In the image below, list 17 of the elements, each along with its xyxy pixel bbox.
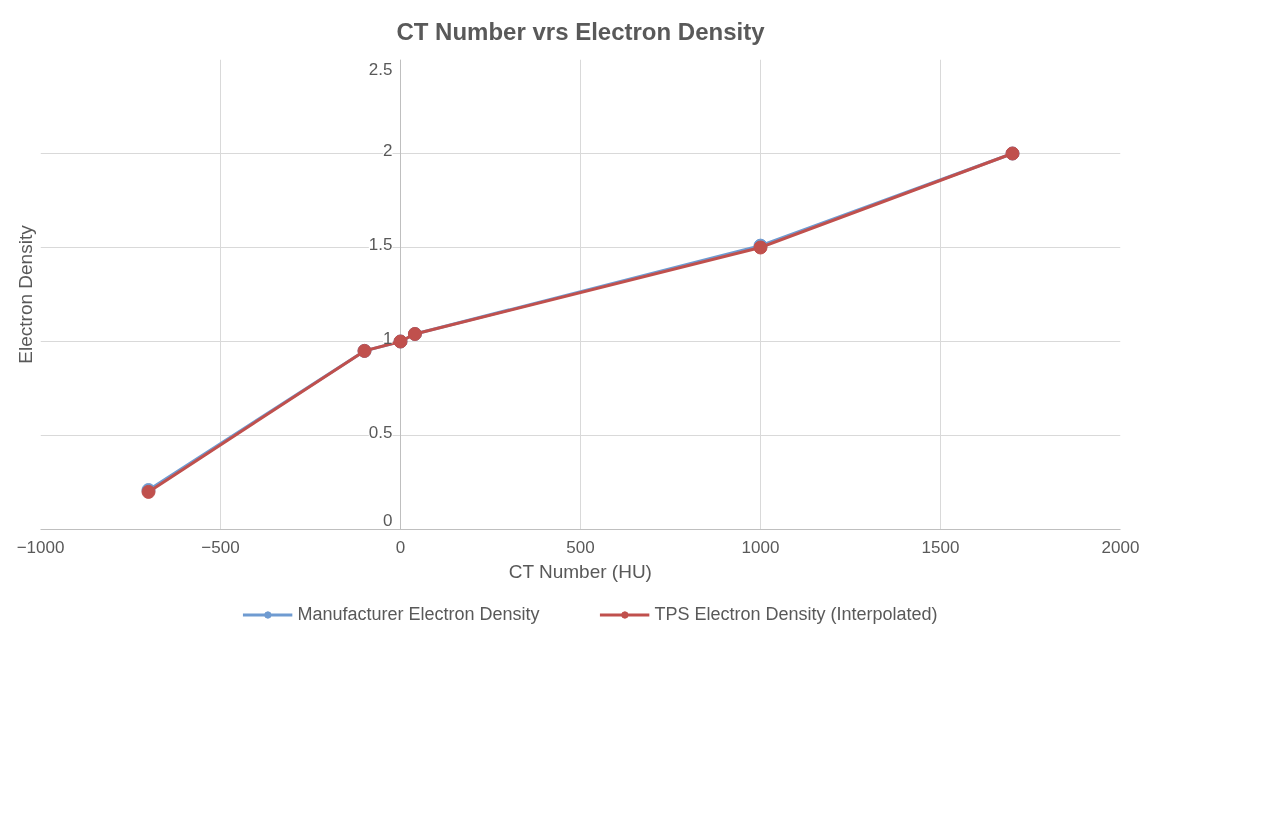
y-tick-label: 1.5: [368, 234, 393, 254]
y-tick-label: 1: [383, 328, 393, 348]
y-tick-label: 0.5: [368, 422, 393, 442]
y-tick-label: 0: [383, 510, 393, 530]
x-tick-label: 1000: [741, 537, 780, 557]
x-tick-label: 500: [566, 537, 595, 557]
legend-label: Manufacturer Electron Density: [297, 603, 540, 625]
x-tick-label: −500: [201, 537, 240, 557]
y-axis-title: Electron Density: [14, 224, 36, 364]
chart-title: CT Number vrs Electron Density: [396, 17, 766, 45]
y-tick-label: 2.5: [368, 59, 393, 79]
x-tick-label: 1500: [921, 537, 960, 557]
legend-label: TPS Electron Density (Interpolated): [654, 603, 938, 625]
x-axis-title: CT Number (HU): [508, 560, 652, 582]
y-tick-label: 2: [383, 140, 393, 160]
x-tick-label: 2000: [1101, 537, 1140, 557]
x-tick-label: −1000: [16, 537, 65, 557]
